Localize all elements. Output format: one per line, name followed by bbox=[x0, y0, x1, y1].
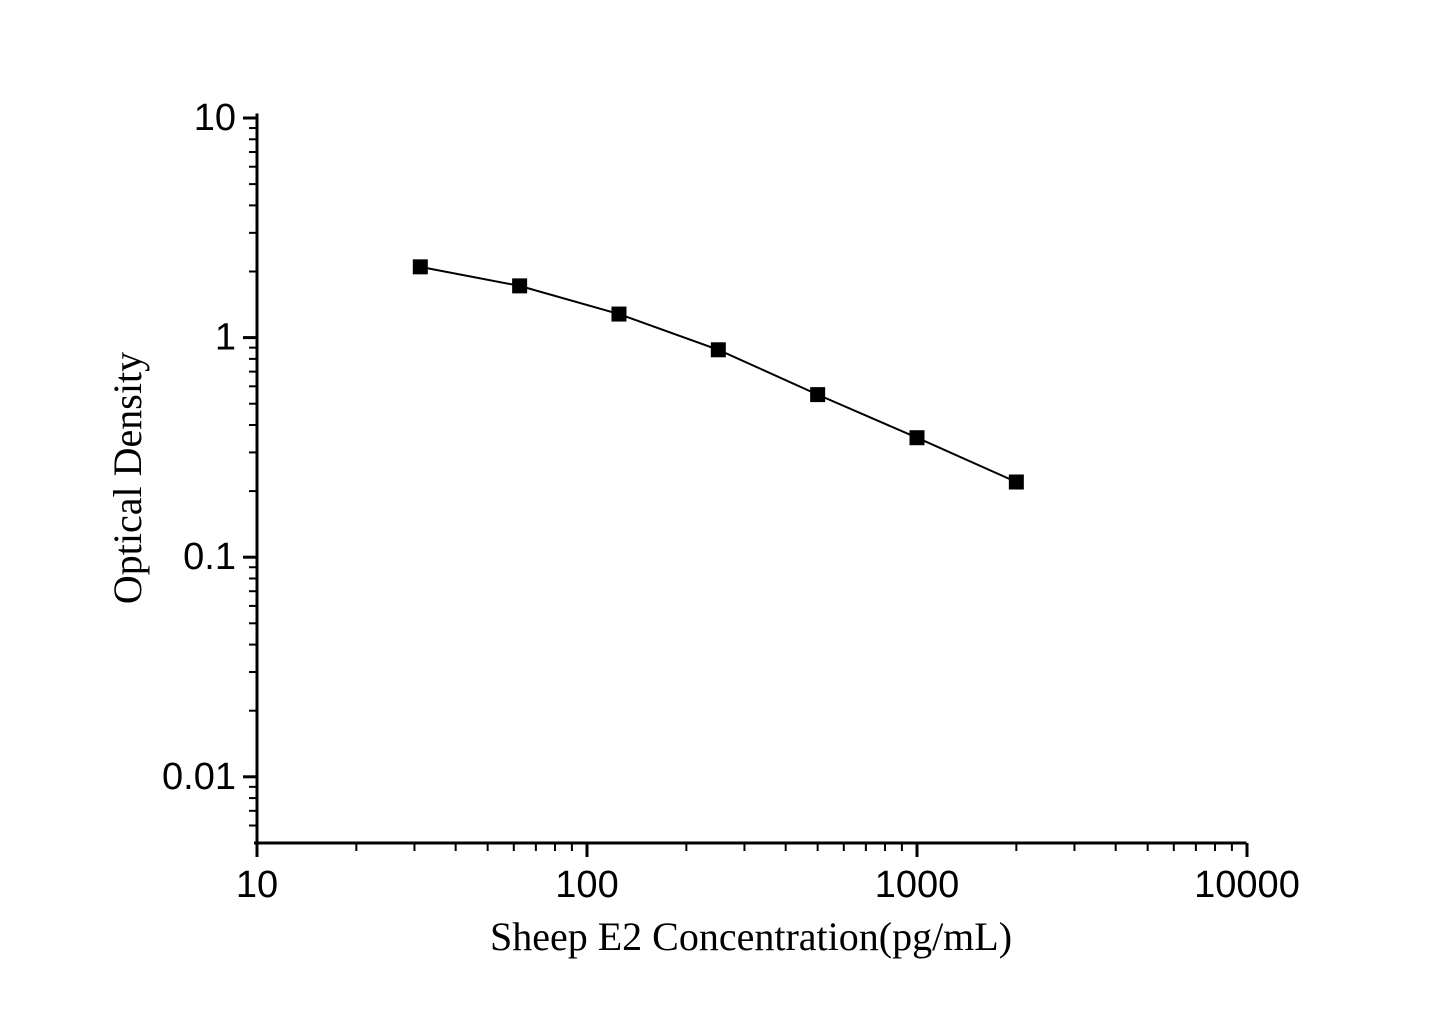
data-point-marker bbox=[810, 387, 826, 403]
x-tick-label: 10 bbox=[236, 864, 278, 906]
data-point-marker bbox=[412, 259, 428, 275]
x-axis-ticks: 10 100 1000 10000 bbox=[236, 843, 1300, 906]
data-point-marker bbox=[512, 278, 528, 294]
data-point-marker bbox=[710, 342, 726, 358]
y-tick-label: 1 bbox=[215, 317, 236, 359]
data-point-marker bbox=[909, 430, 925, 446]
x-axis-title: Sheep E2 Concentration(pg/mL) bbox=[490, 914, 1012, 959]
y-axis-title: Optical Density bbox=[105, 352, 150, 604]
x-tick-label: 10000 bbox=[1194, 864, 1300, 906]
x-tick-label: 1000 bbox=[875, 864, 960, 906]
y-tick-label: 0.1 bbox=[183, 536, 236, 578]
y-tick-label: 0.01 bbox=[162, 756, 236, 798]
y-tick-label: 10 bbox=[194, 97, 236, 139]
data-series bbox=[412, 259, 1024, 490]
x-tick-label: 100 bbox=[555, 864, 618, 906]
data-point-marker bbox=[611, 306, 627, 322]
y-axis-ticks: 10 1 0.1 0.01 bbox=[162, 97, 257, 827]
data-point-marker bbox=[1008, 474, 1024, 490]
